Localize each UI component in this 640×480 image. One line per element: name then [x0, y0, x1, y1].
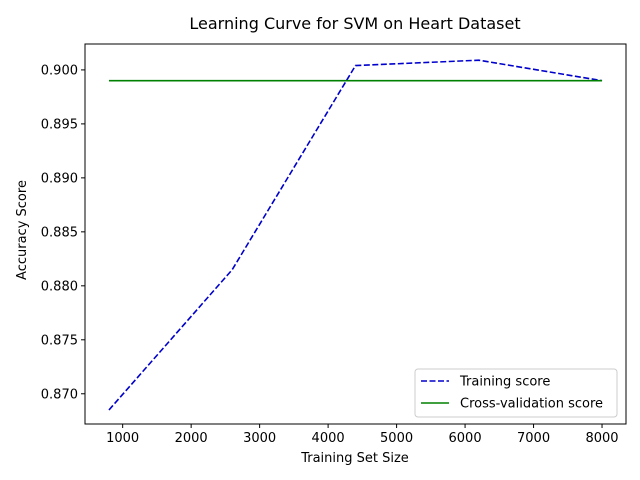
- chart-title: Learning Curve for SVM on Heart Dataset: [189, 14, 520, 33]
- legend: Training score Cross-validation score: [414, 368, 618, 418]
- y-tick-label: 0.900: [41, 63, 78, 78]
- axes-frame: [84, 43, 627, 425]
- legend-label-training-score: Training score: [459, 375, 550, 390]
- x-tick-label: 5000: [380, 431, 413, 446]
- legend-label-cross-validation-score: Cross-validation score: [460, 397, 603, 412]
- y-tick-label: 0.895: [41, 117, 78, 132]
- x-tick-label: 7000: [517, 431, 550, 446]
- x-tick-label: 6000: [449, 431, 482, 446]
- y-tick-label: 0.870: [41, 387, 78, 402]
- x-tick-label: 8000: [585, 431, 618, 446]
- x-axis-title: Training Set Size: [300, 451, 409, 466]
- series-line-training-score: [108, 59, 603, 411]
- y-tick-label: 0.885: [41, 225, 78, 240]
- legend-box: [414, 368, 618, 418]
- x-tick-label: 4000: [312, 431, 345, 446]
- x-tick-label: 2000: [175, 431, 208, 446]
- y-axis-title: Accuracy Score: [15, 180, 30, 280]
- x-tick-label: 1000: [106, 431, 139, 446]
- plot-area: 1000 2000 3000 4000 5000 6000 7000 8000 0.870 0.8…: [41, 43, 627, 446]
- y-tick-label: 0.890: [41, 171, 78, 186]
- x-tick-label: 3000: [243, 431, 276, 446]
- y-tick-label: 0.880: [41, 279, 78, 294]
- y-tick-label: 0.875: [41, 333, 78, 348]
